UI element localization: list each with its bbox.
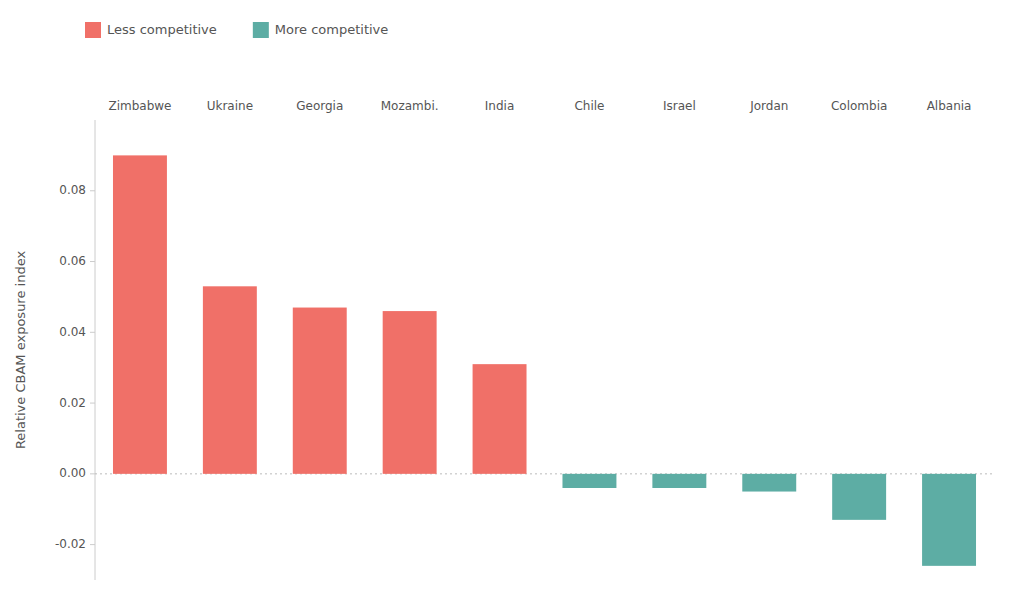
bar (203, 286, 257, 474)
x-tick-label: Zimbabwe (108, 99, 171, 113)
bar (293, 308, 347, 474)
bar (562, 474, 616, 488)
y-tick (90, 403, 95, 404)
bar (832, 474, 886, 520)
y-tick-label: 0.08 (59, 183, 86, 197)
y-tick (90, 473, 95, 474)
bar (652, 474, 706, 488)
x-tick-label: Colombia (831, 99, 887, 113)
y-tick (90, 332, 95, 333)
bar (742, 474, 796, 492)
chart-container: -0.02 0.00 0.02 0.04 0.06 0.08 Relative CBAM e… (0, 0, 1019, 605)
y-tick (90, 544, 95, 545)
legend-swatch (85, 22, 101, 38)
bar (113, 155, 167, 473)
y-tick (90, 190, 95, 191)
x-tick-label: Jordan (749, 99, 788, 113)
y-tick-label: 0.02 (59, 396, 86, 410)
y-tick-label: 0.06 (59, 254, 86, 268)
y-tick (90, 261, 95, 262)
legend-label: Less competitive (107, 22, 217, 37)
bar (473, 364, 527, 474)
y-axis-line (95, 120, 96, 580)
bar (383, 311, 437, 474)
x-tick-label: India (485, 99, 514, 113)
legend-label: More competitive (275, 22, 388, 37)
legend-swatch (253, 22, 269, 38)
x-tick-label: Georgia (296, 99, 343, 113)
y-axis-label: Relative CBAM exposure index (13, 251, 28, 450)
legend: Less competitive More competitive (85, 22, 388, 39)
chart: -0.02 0.00 0.02 0.04 0.06 0.08 Relative CBAM e… (0, 0, 1019, 605)
bar (922, 474, 976, 566)
x-tick-label: Mozambi. (381, 99, 439, 113)
x-tick-label: Chile (574, 99, 604, 113)
x-tick-label: Ukraine (207, 99, 253, 113)
y-tick-label: 0.00 (59, 466, 86, 480)
x-tick-label: Israel (663, 99, 696, 113)
y-tick-label: 0.04 (59, 325, 86, 339)
y-tick-label: -0.02 (55, 537, 86, 551)
bars (113, 155, 976, 565)
x-tick-label: Albania (927, 99, 972, 113)
